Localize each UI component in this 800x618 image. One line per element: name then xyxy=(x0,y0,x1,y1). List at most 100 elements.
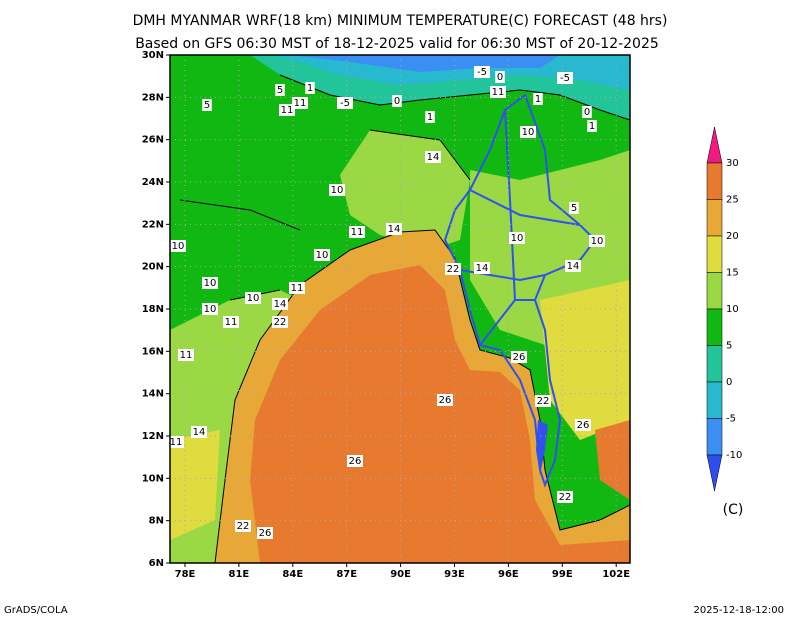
contour-label-box xyxy=(386,223,402,235)
lon-tick-label: 90E xyxy=(390,569,411,580)
lat-tick-label: 22N xyxy=(142,219,164,230)
contour-label-box xyxy=(520,126,536,138)
contour-label-box xyxy=(289,282,305,294)
contour-label-box xyxy=(509,232,525,244)
contour-label: 11 xyxy=(281,105,294,116)
myanmar-boundaries xyxy=(443,93,597,488)
contour-label-box xyxy=(223,316,239,328)
contour-label: 26 xyxy=(513,352,526,363)
contour-label-box xyxy=(589,235,605,247)
contour-label-box xyxy=(425,111,435,123)
colorbar: 30 25 20 15 10 5 0 -5 -10 xyxy=(706,126,742,492)
contour-label-box xyxy=(349,226,365,238)
contour-label-box xyxy=(535,395,551,407)
contour-label-box xyxy=(495,71,505,83)
contour-label-box xyxy=(279,104,295,116)
contour-label-box xyxy=(575,419,591,431)
contour-label-box xyxy=(582,106,592,118)
contour-label: 14 xyxy=(427,152,440,163)
contour-label-box xyxy=(257,527,273,539)
contour-label-box xyxy=(272,298,288,310)
sea-hot xyxy=(250,265,630,563)
lat-tick-label: 16N xyxy=(142,346,164,357)
contour-label-box xyxy=(533,93,543,105)
colorbar-segment xyxy=(706,345,723,383)
contour-label: 10 xyxy=(316,250,329,261)
lon-tick-label: 87E xyxy=(336,569,357,580)
contour-label: 10 xyxy=(247,293,260,304)
lon-tick-label: 96E xyxy=(498,569,519,580)
contour-label-box xyxy=(474,262,490,274)
contour-label: 11 xyxy=(180,350,193,361)
footer-left: GrADS/COLA xyxy=(4,605,68,616)
lat-tick-label: 24N xyxy=(142,177,164,188)
lon-tick-label: 81E xyxy=(229,569,250,580)
lat-tick-label: 8N xyxy=(149,516,164,527)
lon-tick-label: 99E xyxy=(552,569,573,580)
contour-label: 10 xyxy=(591,236,604,247)
contour-label-box xyxy=(314,249,330,261)
contour-label-box xyxy=(292,97,308,109)
colorbar-segment xyxy=(706,235,723,273)
contour-label: 5 xyxy=(277,85,283,96)
contour-label-box xyxy=(202,303,218,315)
contour-label: 22 xyxy=(274,317,287,328)
contour-label: 14 xyxy=(274,299,287,310)
contour-label-box xyxy=(170,240,186,252)
contour-label-box xyxy=(202,99,212,111)
contour-label: 11 xyxy=(351,227,364,238)
contour-label-box xyxy=(235,520,251,532)
lat-tick-label: 18N xyxy=(142,304,164,315)
colorbar-tick-label: 25 xyxy=(726,195,739,206)
lat-tick-label: 6N xyxy=(149,558,164,569)
contour-label: 11 xyxy=(225,317,238,328)
lat-tick-label: 28N xyxy=(142,92,164,103)
gulf-hot xyxy=(595,420,630,500)
colorbar-segment xyxy=(706,381,723,419)
contour-label: 1 xyxy=(589,121,595,132)
contour-label-box xyxy=(490,86,506,98)
contour-label: 10 xyxy=(172,241,185,252)
contour-label-box xyxy=(272,316,288,328)
contour-label-box xyxy=(202,277,218,289)
colorbar-segment xyxy=(706,199,723,237)
contour-label: 14 xyxy=(388,224,401,235)
contour-label-box xyxy=(425,151,441,163)
contour-label-box xyxy=(337,97,353,109)
contour-label-box xyxy=(565,260,581,272)
lat-tick-label: 26N xyxy=(142,135,164,146)
contour-label: 26 xyxy=(259,528,272,539)
colorbar-tick-label: 5 xyxy=(726,341,732,352)
colorbar-unit: (C) xyxy=(723,502,744,518)
contour-label: 14 xyxy=(476,263,489,274)
contour-label: 11 xyxy=(170,437,183,448)
contour-label-box xyxy=(587,120,597,132)
lat-tick-label: 10N xyxy=(142,473,164,484)
contour-label: 10 xyxy=(331,185,344,196)
colorbar-tick-label: 10 xyxy=(726,304,739,315)
footer-right: 2025-12-18-12:00 xyxy=(693,605,784,616)
contour-label: 22 xyxy=(537,396,550,407)
cold-highland xyxy=(290,55,560,72)
contour-label: 10 xyxy=(204,304,217,315)
contour-label: 22 xyxy=(237,521,250,532)
colorbar-top-arrow xyxy=(706,126,723,164)
contour-label-box xyxy=(347,455,363,467)
contour-label-box xyxy=(445,263,461,275)
contour-label-box xyxy=(275,84,285,96)
colorbar-segment xyxy=(706,308,723,346)
contour-label: 5 xyxy=(571,203,577,214)
warm-land xyxy=(170,430,220,540)
title: DMH MYANMAR WRF(18 km) MINIMUM TEMPERATU… xyxy=(133,13,668,29)
lat-tick-label: 20N xyxy=(142,262,164,273)
contour-label-box xyxy=(511,351,527,363)
contour-label: 22 xyxy=(447,264,460,275)
colorbar-tick-label: -10 xyxy=(726,450,742,461)
contour-label-box xyxy=(305,82,315,94)
contour-label: 0 xyxy=(584,107,590,118)
contour-label-box xyxy=(178,349,194,361)
contour-label: 26 xyxy=(439,395,452,406)
contour-label: 1 xyxy=(535,94,541,105)
